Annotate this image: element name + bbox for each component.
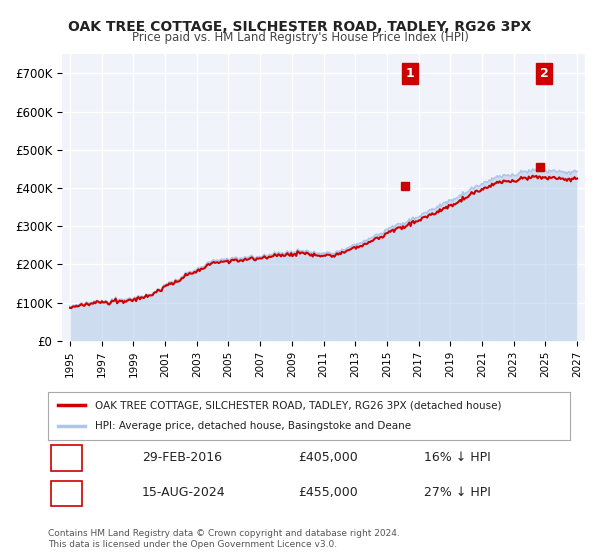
- Text: 29-FEB-2016: 29-FEB-2016: [142, 451, 222, 464]
- Text: 2: 2: [540, 67, 548, 80]
- Text: OAK TREE COTTAGE, SILCHESTER ROAD, TADLEY, RG26 3PX: OAK TREE COTTAGE, SILCHESTER ROAD, TADLE…: [68, 20, 532, 34]
- Text: 1: 1: [406, 67, 415, 80]
- FancyBboxPatch shape: [50, 480, 82, 506]
- Text: 1: 1: [55, 451, 62, 464]
- Text: Price paid vs. HM Land Registry's House Price Index (HPI): Price paid vs. HM Land Registry's House …: [131, 31, 469, 44]
- Text: Contains HM Land Registry data © Crown copyright and database right 2024.
This d: Contains HM Land Registry data © Crown c…: [48, 529, 400, 549]
- Text: £455,000: £455,000: [299, 486, 358, 500]
- Text: 2: 2: [55, 486, 62, 500]
- Text: HPI: Average price, detached house, Basingstoke and Deane: HPI: Average price, detached house, Basi…: [95, 421, 411, 431]
- Text: 27% ↓ HPI: 27% ↓ HPI: [424, 486, 491, 500]
- Text: 15-AUG-2024: 15-AUG-2024: [142, 486, 226, 500]
- Text: £405,000: £405,000: [299, 451, 358, 464]
- FancyBboxPatch shape: [50, 445, 82, 470]
- Text: OAK TREE COTTAGE, SILCHESTER ROAD, TADLEY, RG26 3PX (detached house): OAK TREE COTTAGE, SILCHESTER ROAD, TADLE…: [95, 400, 502, 410]
- Text: 16% ↓ HPI: 16% ↓ HPI: [424, 451, 491, 464]
